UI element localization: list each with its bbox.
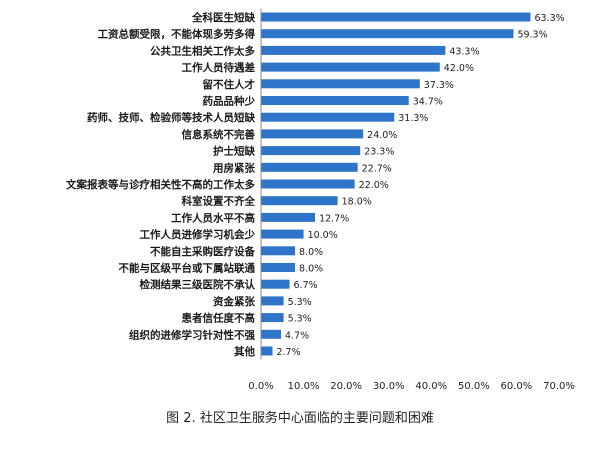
value-label: 5.3% (288, 297, 312, 308)
value-label: 22.0% (359, 180, 389, 191)
bar (261, 79, 420, 89)
value-label: 8.0% (299, 247, 323, 258)
bar (261, 196, 338, 206)
figure-caption: 图 2. 社区卫生服务中心面临的主要问题和困难 (166, 411, 434, 426)
value-label: 8.0% (299, 264, 323, 275)
value-label: 24.0% (367, 130, 397, 141)
bar (261, 129, 364, 139)
x-tick-label: 70.0% (543, 381, 575, 392)
category-label: 护士短缺 (213, 145, 255, 158)
category-label: 工作人员进修学习机会少 (140, 228, 256, 241)
bar (261, 146, 361, 156)
category-label: 患者信任度不高 (182, 312, 256, 325)
category-labels: 全科医生短缺工资总额受限，不能体现多劳多得公共卫生相关工作太多工作人员待遇差留不… (65, 11, 255, 358)
category-label: 用房紧张 (212, 161, 255, 174)
x-tick-label: 0.0% (248, 381, 273, 392)
category-label: 药师、技师、检验师等技术人员短缺 (87, 111, 255, 124)
value-label: 23.3% (364, 147, 394, 158)
bar (261, 212, 316, 222)
value-label: 4.7% (285, 330, 309, 341)
x-tick-label: 50.0% (458, 381, 490, 392)
value-label: 42.0% (444, 63, 474, 74)
bar (261, 346, 273, 356)
bar (261, 62, 440, 72)
category-label: 工作人员待遇差 (182, 61, 256, 74)
value-labels: 63.3% 59.3% 43.3% 42.0% 37.3% 34.7% 31.3%24.0%… (276, 13, 564, 358)
value-label: 18.0% (342, 197, 372, 208)
x-axis: 0.0% 10.0% 20.0% 30.0% 40.0% 50.0% 60.0% 70.0% (248, 381, 575, 392)
category-label: 科室设置不齐全 (182, 195, 256, 208)
bar (261, 112, 395, 122)
x-tick-label: 10.0% (288, 381, 320, 392)
bar (261, 329, 282, 339)
value-label: 6.7% (294, 280, 318, 291)
value-label: 59.3% (517, 30, 547, 41)
value-label: 34.7% (413, 97, 443, 108)
category-label: 信息系统不完善 (182, 128, 256, 141)
value-label: 37.3% (424, 80, 454, 91)
bar (261, 313, 284, 323)
x-tick-label: 40.0% (415, 381, 447, 392)
bar-chart: 全科医生短缺工资总额受限，不能体现多劳多得公共卫生相关工作太多工作人员待遇差留不… (65, 8, 575, 392)
bar (261, 179, 355, 189)
category-label: 其他 (234, 345, 255, 358)
category-label: 留不住人才 (203, 78, 256, 91)
value-label: 5.3% (288, 314, 312, 325)
bar (261, 162, 358, 172)
bar (261, 246, 296, 256)
value-label: 63.3% (534, 13, 564, 24)
bar (261, 296, 284, 306)
category-label: 不能与区级平台或下属站联通 (119, 262, 256, 275)
category-label: 检测结果三级医院不承认 (140, 278, 256, 291)
category-label: 资金紧张 (213, 295, 255, 308)
bar (261, 263, 296, 272)
bar (261, 12, 531, 22)
value-label: 43.3% (449, 46, 479, 57)
category-label: 工作人员水平不高 (171, 211, 255, 224)
x-tick-label: 60.0% (501, 381, 533, 392)
bar (261, 96, 409, 105)
x-tick-label: 20.0% (330, 381, 362, 392)
bar (261, 229, 304, 239)
bar (261, 29, 514, 39)
category-label: 不能自主采购医疗设备 (150, 245, 255, 258)
category-label: 工资总额受限，不能体现多劳多得 (98, 28, 256, 41)
category-label: 全科医生短缺 (191, 11, 255, 24)
bars-group (261, 12, 531, 356)
x-tick-label: 30.0% (373, 381, 405, 392)
value-label: 10.0% (308, 230, 338, 241)
category-label: 组织的进修学习针对性不强 (129, 328, 255, 341)
value-label: 12.7% (319, 213, 349, 224)
category-label: 药品品种少 (203, 95, 256, 108)
category-label: 文案报表等与诊疗相关性不高的工作太多 (65, 178, 255, 191)
bar (261, 45, 446, 55)
category-label: 公共卫生相关工作太多 (150, 44, 255, 57)
value-label: 22.7% (362, 163, 392, 174)
value-label: 31.3% (398, 113, 428, 124)
value-label: 2.7% (276, 347, 300, 358)
bar (261, 279, 290, 289)
